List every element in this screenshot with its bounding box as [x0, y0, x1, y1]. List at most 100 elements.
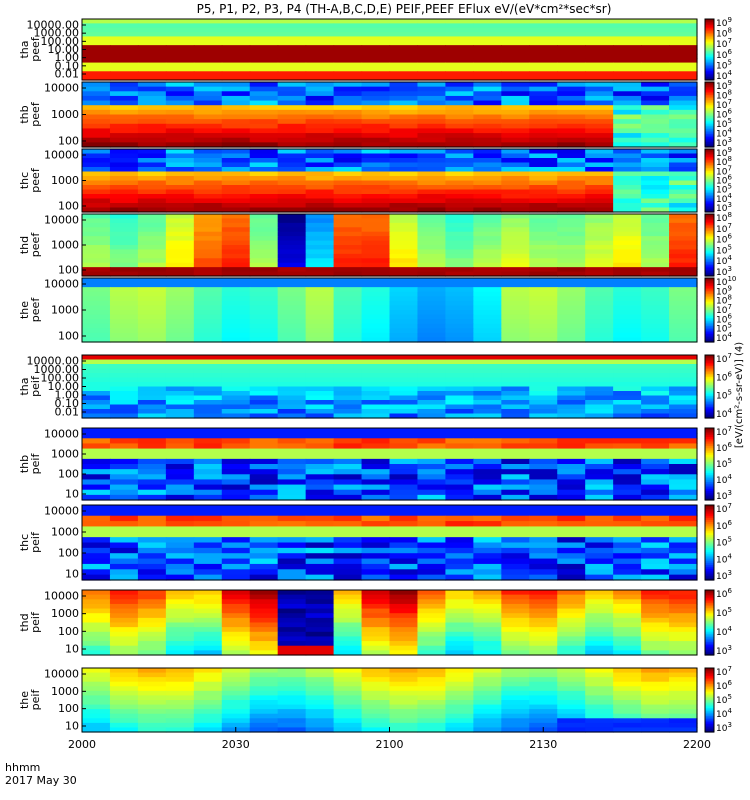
heatmap-cell	[585, 162, 614, 168]
heatmap-cell	[333, 328, 363, 334]
heatmap-cell	[641, 368, 670, 374]
heatmap-cell	[221, 100, 251, 106]
heatmap-cell	[501, 323, 530, 329]
heatmap-cell	[249, 282, 279, 288]
colorbar-segment	[705, 612, 714, 615]
heatmap-cell	[669, 291, 698, 297]
heatmap-cell	[473, 185, 502, 191]
heatmap-cell	[613, 404, 642, 410]
heatmap-cell	[529, 641, 558, 647]
heatmap-cell	[249, 49, 279, 55]
heatmap-cell	[613, 526, 642, 533]
heatmap-cell	[361, 553, 391, 560]
heatmap-cell	[473, 558, 502, 565]
heatmap-cell	[109, 91, 139, 97]
colorbar-segment	[705, 35, 714, 38]
heatmap-cell	[137, 198, 167, 204]
heatmap-cell	[137, 668, 167, 674]
heatmap-cell	[501, 162, 530, 168]
heatmap-cell	[305, 227, 335, 233]
heatmap-cell	[82, 433, 111, 439]
heatmap-cell	[473, 27, 502, 33]
heatmap-cell	[669, 458, 698, 465]
heatmap-cell	[501, 19, 530, 24]
heatmap-cell	[193, 377, 223, 383]
heatmap-cell	[221, 547, 251, 554]
heatmap-cell	[641, 433, 670, 439]
heatmap-cell	[137, 650, 167, 656]
heatmap-cell	[557, 686, 586, 692]
heatmap-cell	[221, 86, 251, 92]
colorbar-segment	[705, 555, 714, 559]
heatmap-cell	[641, 180, 670, 186]
colorbar-segment	[705, 512, 714, 515]
heatmap-cell	[165, 622, 195, 628]
heatmap-cell	[613, 521, 642, 528]
colorbar-segment	[705, 698, 714, 701]
heatmap-cell	[109, 119, 139, 125]
heatmap-cell	[361, 364, 391, 370]
heatmap-cell	[529, 515, 558, 522]
heatmap-cell	[641, 718, 670, 724]
colorbar-segment	[705, 359, 714, 362]
heatmap-cell	[277, 599, 307, 605]
heatmap-cell	[137, 123, 167, 130]
heatmap-cell	[221, 448, 251, 455]
heatmap-cell	[165, 413, 195, 419]
heatmap-cell	[445, 391, 474, 397]
heatmap-cell	[585, 521, 614, 528]
heatmap-cell	[221, 718, 251, 724]
heatmap-cell	[305, 236, 335, 242]
heatmap-cell	[193, 287, 223, 293]
colorbar-segment	[705, 101, 714, 104]
heatmap-cell	[585, 198, 614, 204]
heatmap-cell	[557, 249, 586, 255]
heatmap-cell	[389, 438, 419, 445]
colorbar-segment	[705, 408, 714, 411]
heatmap-cell	[165, 58, 195, 64]
heatmap-cell	[585, 574, 614, 581]
heatmap-cell	[137, 631, 167, 638]
heatmap-cell	[669, 53, 698, 59]
heatmap-cell	[473, 66, 502, 72]
colorbar-segment	[705, 462, 714, 465]
heatmap-cell	[529, 704, 558, 710]
heatmap-cell	[249, 158, 279, 164]
heatmap-cell	[473, 464, 502, 470]
colorbar-segment	[705, 240, 714, 243]
colorbar-segment	[705, 93, 714, 96]
heatmap-cell	[529, 109, 558, 116]
heatmap-cell	[641, 382, 670, 388]
heatmap-cell	[473, 377, 502, 383]
heatmap-cell	[585, 458, 614, 465]
heatmap-cell	[193, 236, 223, 242]
heatmap-cell	[417, 558, 446, 565]
heatmap-cell	[501, 258, 530, 264]
heatmap-cell	[389, 291, 419, 297]
y-tick-label: 1.00	[55, 51, 80, 64]
heatmap-cell	[585, 137, 614, 143]
heatmap-cell	[501, 236, 530, 242]
heatmap-cell	[669, 137, 698, 143]
heatmap-cell	[529, 438, 558, 445]
heatmap-cell	[641, 409, 670, 415]
heatmap-cell	[305, 100, 335, 106]
heatmap-cell	[193, 722, 223, 729]
heatmap-cell	[82, 627, 111, 633]
y-axis-label: thb	[18, 455, 31, 473]
heatmap-cell	[641, 45, 670, 51]
heatmap-cell	[585, 300, 614, 307]
heatmap-cell	[165, 142, 195, 148]
colorbar-segment	[705, 521, 714, 525]
heatmap-cell	[137, 563, 167, 570]
heatmap-cell	[501, 114, 530, 120]
heatmap-cell	[529, 645, 558, 651]
heatmap-cell	[333, 75, 363, 81]
heatmap-cell	[165, 409, 195, 415]
heatmap-cell	[641, 236, 670, 242]
colorbar-segment	[705, 635, 714, 638]
heatmap-cell	[529, 278, 558, 284]
colorbar-segment	[705, 643, 714, 646]
heatmap-cell	[557, 27, 586, 33]
